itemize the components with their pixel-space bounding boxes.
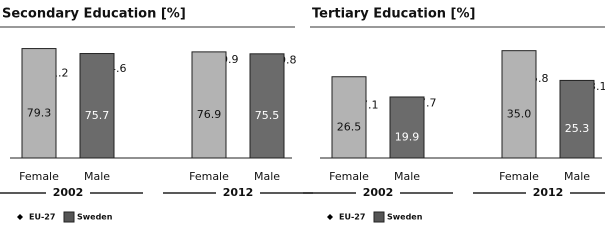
group-label: 2002 (53, 186, 84, 199)
category-label: Male (394, 170, 420, 183)
bar-label: 25.3 (565, 122, 590, 135)
bar (501, 50, 537, 159)
bar-label: 79.3 (27, 106, 52, 119)
category-label: Female (189, 170, 229, 183)
legend-marker (17, 214, 23, 220)
group-label: 2002 (363, 186, 394, 199)
bar-label: 19.9 (395, 130, 420, 143)
group-label: 2012 (223, 186, 254, 199)
chart-title: Secondary Education [%] (2, 7, 186, 22)
category-label: Male (254, 170, 280, 183)
bar-label: 75.7 (85, 109, 110, 122)
group-label: 2012 (533, 186, 564, 199)
bar (249, 53, 285, 159)
bar-label: 75.5 (255, 109, 280, 122)
category-label: Male (564, 170, 590, 183)
category-label: Female (19, 170, 59, 183)
legend-label: EU-27 (29, 213, 55, 222)
bar (331, 76, 367, 159)
legend-swatch (373, 211, 385, 223)
chart-title: Tertiary Education [%] (312, 7, 475, 22)
bar-label: 26.5 (337, 120, 362, 133)
category-label: Female (499, 170, 539, 183)
legend-swatch (63, 211, 75, 223)
legend-label: Sweden (387, 213, 423, 222)
bar (79, 53, 115, 159)
bar (559, 79, 595, 159)
bar-label: 76.9 (197, 108, 222, 121)
bar (191, 51, 227, 159)
legend-marker (327, 214, 333, 220)
bar-label: 35.0 (507, 107, 532, 120)
legend-label: Sweden (77, 213, 113, 222)
bar (21, 48, 57, 159)
legend-label: EU-27 (339, 213, 365, 222)
category-label: Male (84, 170, 110, 183)
category-label: Female (329, 170, 369, 183)
bar (389, 96, 425, 159)
